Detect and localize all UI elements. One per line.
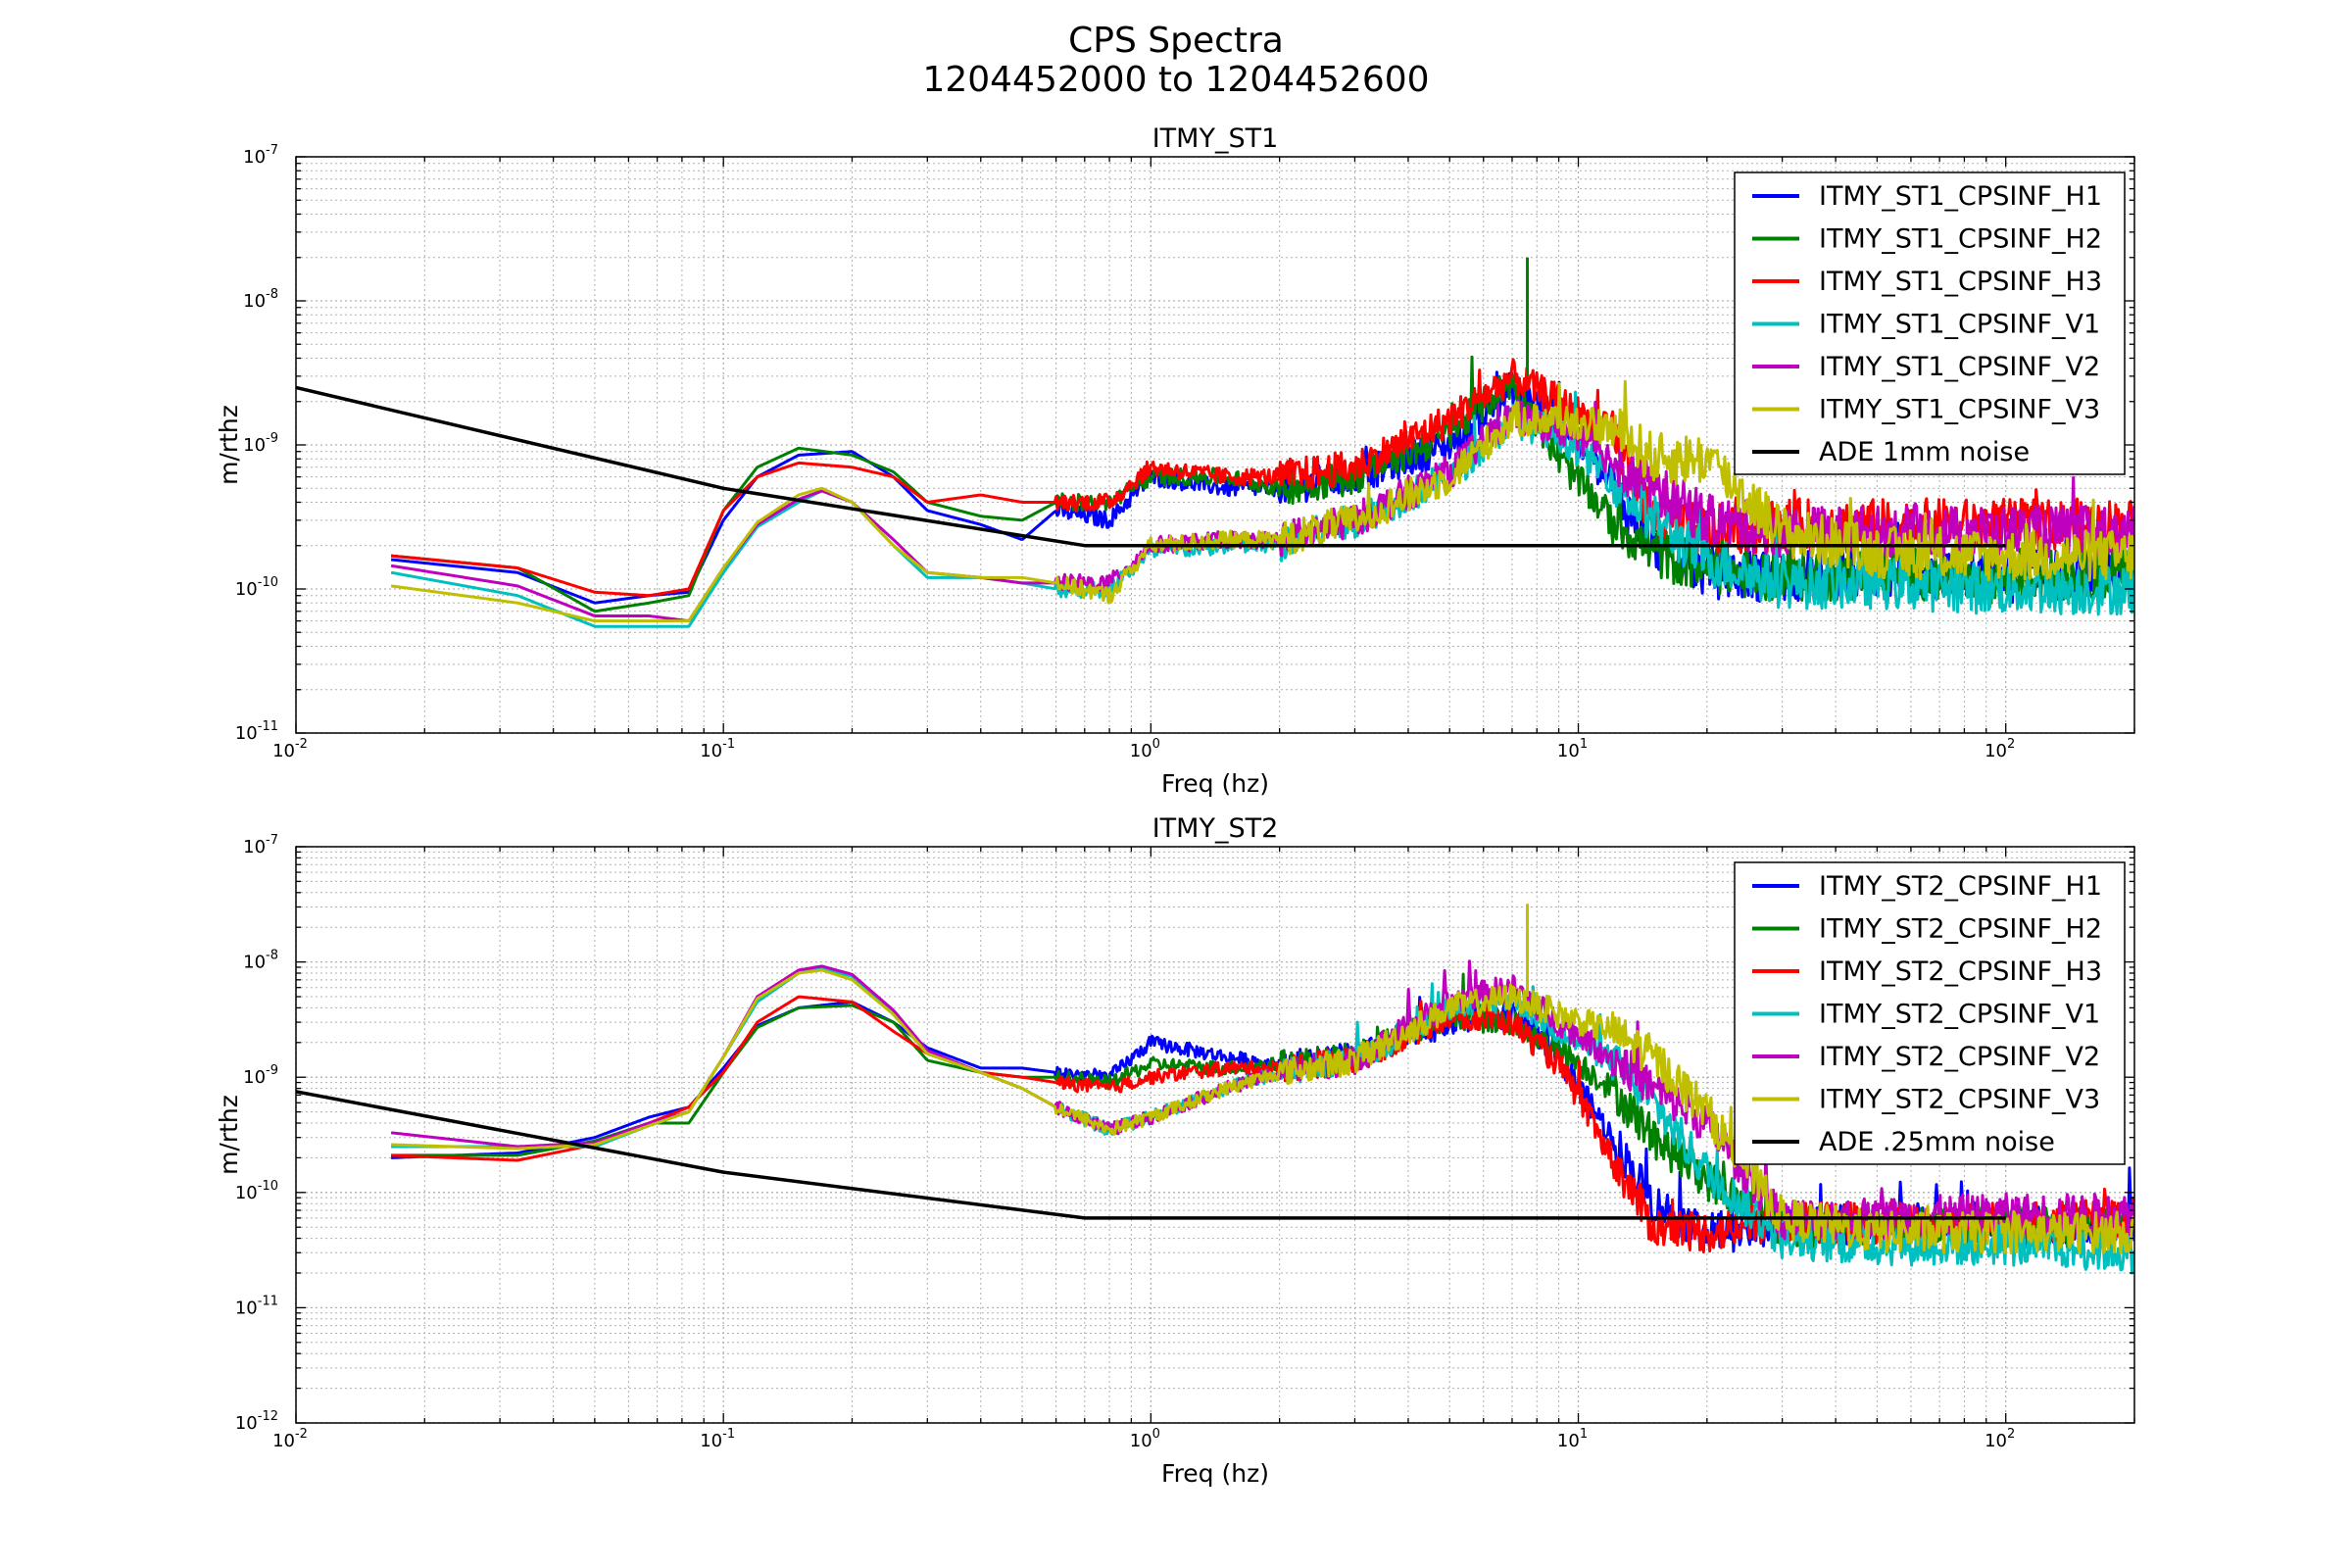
series-line-ADE .25mm noise (296, 1090, 2006, 1220)
y-axis-label: m/rthz (215, 1095, 243, 1175)
panel-1: 10-2 10-1 100 101 102 10-11 10-10 10-9 10-8 10-7 I… (215, 123, 2135, 798)
series-line-ADE 1mm noise (296, 385, 2006, 548)
legend-label: ITMY_ST2_CPSINF_V1 (1819, 1000, 2100, 1030)
y-tick-label: 10-9 (243, 1063, 278, 1088)
series-group (296, 257, 2134, 628)
legend-label: ITMY_ST2_CPSINF_H2 (1819, 914, 2102, 945)
y-tick-label: 10-9 (243, 431, 278, 456)
figure-title-line1: CPS Spectra (1068, 21, 1284, 61)
y-tick-label: 10-12 (235, 1409, 278, 1434)
x-tick-label: 102 (1984, 1427, 2015, 1451)
legend-label: ITMY_ST2_CPSINF_V2 (1819, 1042, 2100, 1072)
legend-box (1734, 861, 2126, 1165)
series-group (296, 904, 2134, 1275)
figure-title-line2: 1204452000 to 1204452600 (922, 60, 1430, 100)
legend: ITMY_ST1_CPSINF_H1 ITMY_ST1_CPSINF_H2 ITMY… (1734, 172, 2126, 475)
x-tick-label: 10-2 (272, 1427, 308, 1451)
y-tick-label: 10-10 (235, 1179, 278, 1203)
legend-label: ITMY_ST1_CPSINF_V2 (1819, 352, 2100, 382)
x-tick-label: 10-2 (272, 737, 308, 761)
figure-title: CPS Spectra 1204452000 to 1204452600 (0, 22, 2352, 100)
ticks (295, 846, 2135, 1424)
x-axis-label: Freq (hz) (1161, 1459, 1269, 1488)
y-tick-label: 10-8 (243, 287, 278, 312)
legend-label: ITMY_ST1_CPSINF_H3 (1819, 267, 2102, 297)
panel-title: ITMY_ST1 (1152, 123, 1279, 154)
legend-label: ITMY_ST1_CPSINF_V1 (1819, 310, 2100, 340)
panel-title: ITMY_ST2 (1152, 813, 1279, 844)
legend-label: ITMY_ST1_CPSINF_H1 (1819, 181, 2102, 212)
panel-2: 10-2 10-1 100 101 102 10-12 10-11 10-10 10-9 10-8… (215, 813, 2135, 1488)
series-line-ITMY_ST1_CPSINF_H3 (390, 358, 2134, 598)
y-tick-label: 10-11 (235, 719, 278, 744)
axes-frame (295, 846, 2135, 1424)
x-tick-label: 10-1 (700, 1427, 735, 1451)
legend-label: ITMY_ST2_CPSINF_V3 (1819, 1085, 2100, 1115)
y-tick-label: 10-7 (243, 143, 278, 168)
x-tick-label: 100 (1130, 737, 1160, 761)
grid (295, 156, 2135, 734)
y-tick-label: 10-11 (235, 1294, 278, 1318)
y-tick-label: 10-8 (243, 949, 278, 973)
y-tick-label: 10-7 (243, 833, 278, 858)
legend-label: ITMY_ST2_CPSINF_H3 (1819, 956, 2102, 987)
legend-label: ADE .25mm noise (1819, 1127, 2055, 1157)
x-axis-label: Freq (hz) (1161, 769, 1269, 798)
y-tick-label: 10-10 (235, 575, 278, 600)
legend-label: ITMY_ST1_CPSINF_V3 (1819, 395, 2100, 425)
legend-label: ADE 1mm noise (1819, 437, 2030, 467)
legend: ITMY_ST2_CPSINF_H1 ITMY_ST2_CPSINF_H2 ITMY… (1734, 861, 2126, 1165)
x-tick-label: 101 (1557, 737, 1588, 761)
x-tick-label: 101 (1557, 1427, 1588, 1451)
series-line-ITMY_ST2_CPSINF_V3 (390, 968, 2134, 1255)
legend-box (1734, 172, 2126, 475)
x-tick-label: 10-1 (700, 737, 735, 761)
legend-label: ITMY_ST1_CPSINF_H2 (1819, 224, 2102, 255)
x-tick-label: 100 (1130, 1427, 1160, 1451)
y-axis-label: m/rthz (215, 405, 243, 485)
ticks (295, 156, 2135, 734)
legend-label: ITMY_ST2_CPSINF_H1 (1819, 871, 2102, 902)
x-tick-label: 102 (1984, 737, 2015, 761)
